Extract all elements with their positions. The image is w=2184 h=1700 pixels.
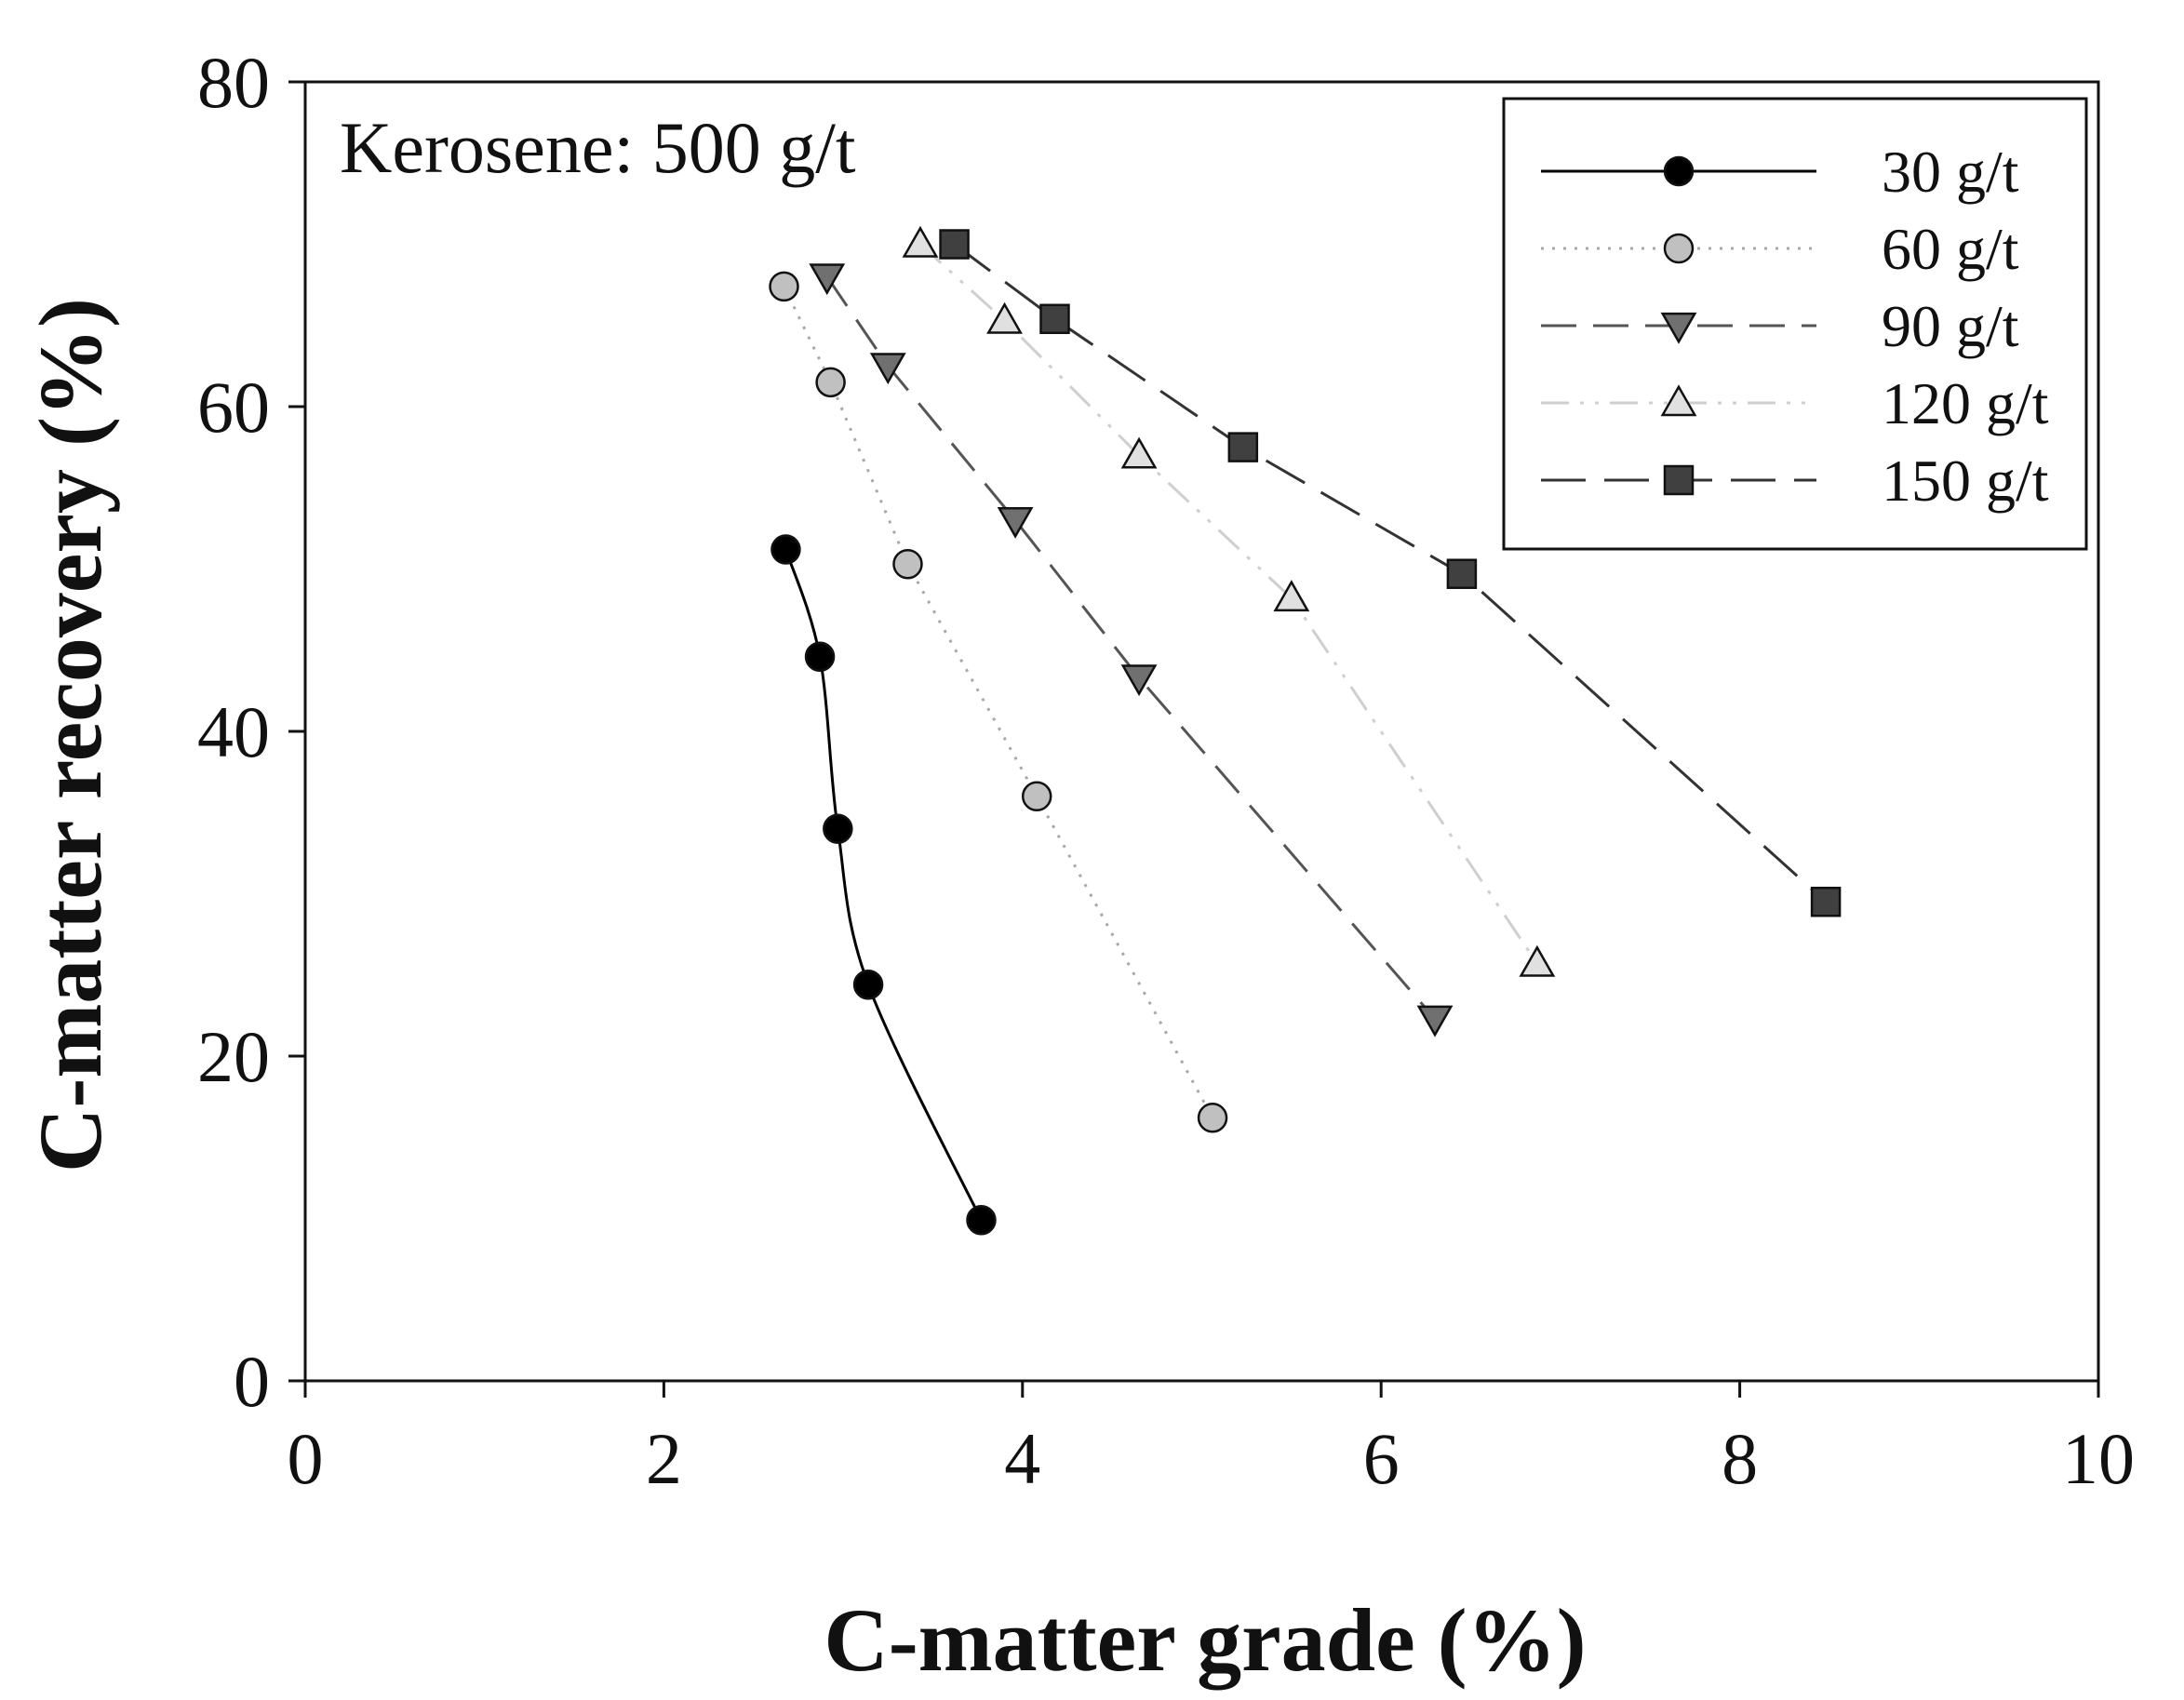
legend-item-150-g-t: 150 g/t bbox=[1541, 448, 2049, 514]
point-120-g-t-5 bbox=[1519, 944, 1556, 977]
kerosene-annotation: Kerosene: 500 g/t bbox=[340, 107, 856, 188]
point-120-g-t-4 bbox=[1273, 580, 1310, 612]
legend-marker-150-g-t bbox=[1663, 464, 1695, 496]
point-150-g-t-2 bbox=[1039, 303, 1070, 335]
point-30-g-t-2 bbox=[804, 641, 836, 672]
series-group bbox=[769, 225, 1842, 1236]
legend-label-30-g-t: 30 g/t bbox=[1882, 139, 2019, 205]
legend-label-90-g-t: 90 g/t bbox=[1882, 293, 2019, 359]
series-120-g-t bbox=[902, 225, 1556, 977]
y-tick-label-40: 40 bbox=[197, 691, 270, 772]
legend-item-60-g-t: 60 g/t bbox=[1541, 216, 2019, 282]
axes: 0 2 4 6 8 10 0 20 40 60 80 bbox=[197, 42, 2135, 1499]
point-30-g-t-4 bbox=[852, 969, 884, 1000]
x-tick-label-8: 8 bbox=[1722, 1418, 1758, 1499]
legend-label-120-g-t: 120 g/t bbox=[1882, 370, 2049, 436]
point-150-g-t-1 bbox=[939, 229, 970, 260]
x-axis-title: C-matter grade (%) bbox=[824, 1590, 1586, 1690]
legend-item-90-g-t: 90 g/t bbox=[1541, 293, 2019, 359]
x-tick-label-6: 6 bbox=[1363, 1418, 1400, 1499]
y-tick-label-60: 60 bbox=[197, 367, 270, 448]
legend-label-60-g-t: 60 g/t bbox=[1882, 216, 2019, 282]
y-tick-label-80: 80 bbox=[197, 42, 270, 123]
point-120-g-t-1 bbox=[902, 225, 939, 258]
legend-label-150-g-t: 150 g/t bbox=[1882, 448, 2049, 514]
x-tick-label-4: 4 bbox=[1004, 1418, 1040, 1499]
point-90-g-t-2 bbox=[869, 353, 906, 385]
point-60-g-t-1 bbox=[769, 271, 799, 302]
y-axis-title: C-matter recovery (%) bbox=[20, 298, 120, 1172]
point-90-g-t-4 bbox=[1120, 664, 1158, 697]
point-30-g-t-3 bbox=[823, 813, 853, 844]
legend-box bbox=[1502, 97, 2088, 551]
point-120-g-t-2 bbox=[986, 301, 1023, 334]
legend: 30 g/t 60 g/t 90 g/t 120 g/t 150 g/t bbox=[1502, 97, 2088, 551]
point-90-g-t-1 bbox=[809, 263, 846, 296]
y-tick-label-20: 20 bbox=[197, 1016, 270, 1097]
x-tick-label-0: 0 bbox=[288, 1418, 324, 1499]
legend-marker-120-g-t bbox=[1660, 384, 1697, 417]
point-150-g-t-3 bbox=[1227, 432, 1259, 462]
series-90-g-t bbox=[809, 263, 1454, 1037]
legend-marker-90-g-t bbox=[1660, 312, 1697, 344]
series-line-30-g-t bbox=[784, 549, 983, 1221]
point-60-g-t-5 bbox=[1197, 1103, 1228, 1133]
y-tick-label-0: 0 bbox=[234, 1341, 270, 1422]
series-30-g-t bbox=[770, 534, 997, 1236]
series-line-90-g-t bbox=[825, 275, 1437, 1020]
point-60-g-t-2 bbox=[815, 367, 846, 398]
point-60-g-t-4 bbox=[1021, 781, 1052, 812]
point-90-g-t-5 bbox=[1416, 1005, 1454, 1037]
point-150-g-t-4 bbox=[1446, 558, 1478, 589]
point-30-g-t-1 bbox=[770, 534, 801, 565]
legend-item-120-g-t: 120 g/t bbox=[1541, 370, 2049, 436]
series-60-g-t bbox=[769, 271, 1228, 1133]
point-120-g-t-3 bbox=[1120, 436, 1158, 469]
point-30-g-t-5 bbox=[966, 1204, 997, 1236]
series-150-g-t bbox=[939, 229, 1842, 917]
point-150-g-t-5 bbox=[1810, 886, 1842, 917]
x-tick-label-2: 2 bbox=[646, 1418, 682, 1499]
legend-item-30-g-t: 30 g/t bbox=[1541, 139, 2019, 205]
point-90-g-t-3 bbox=[997, 506, 1034, 539]
point-60-g-t-3 bbox=[892, 549, 923, 580]
x-tick-label-10: 10 bbox=[2062, 1418, 2135, 1499]
series-line-120-g-t bbox=[918, 243, 1539, 965]
legend-marker-30-g-t bbox=[1663, 155, 1695, 187]
legend-marker-60-g-t bbox=[1663, 233, 1695, 264]
